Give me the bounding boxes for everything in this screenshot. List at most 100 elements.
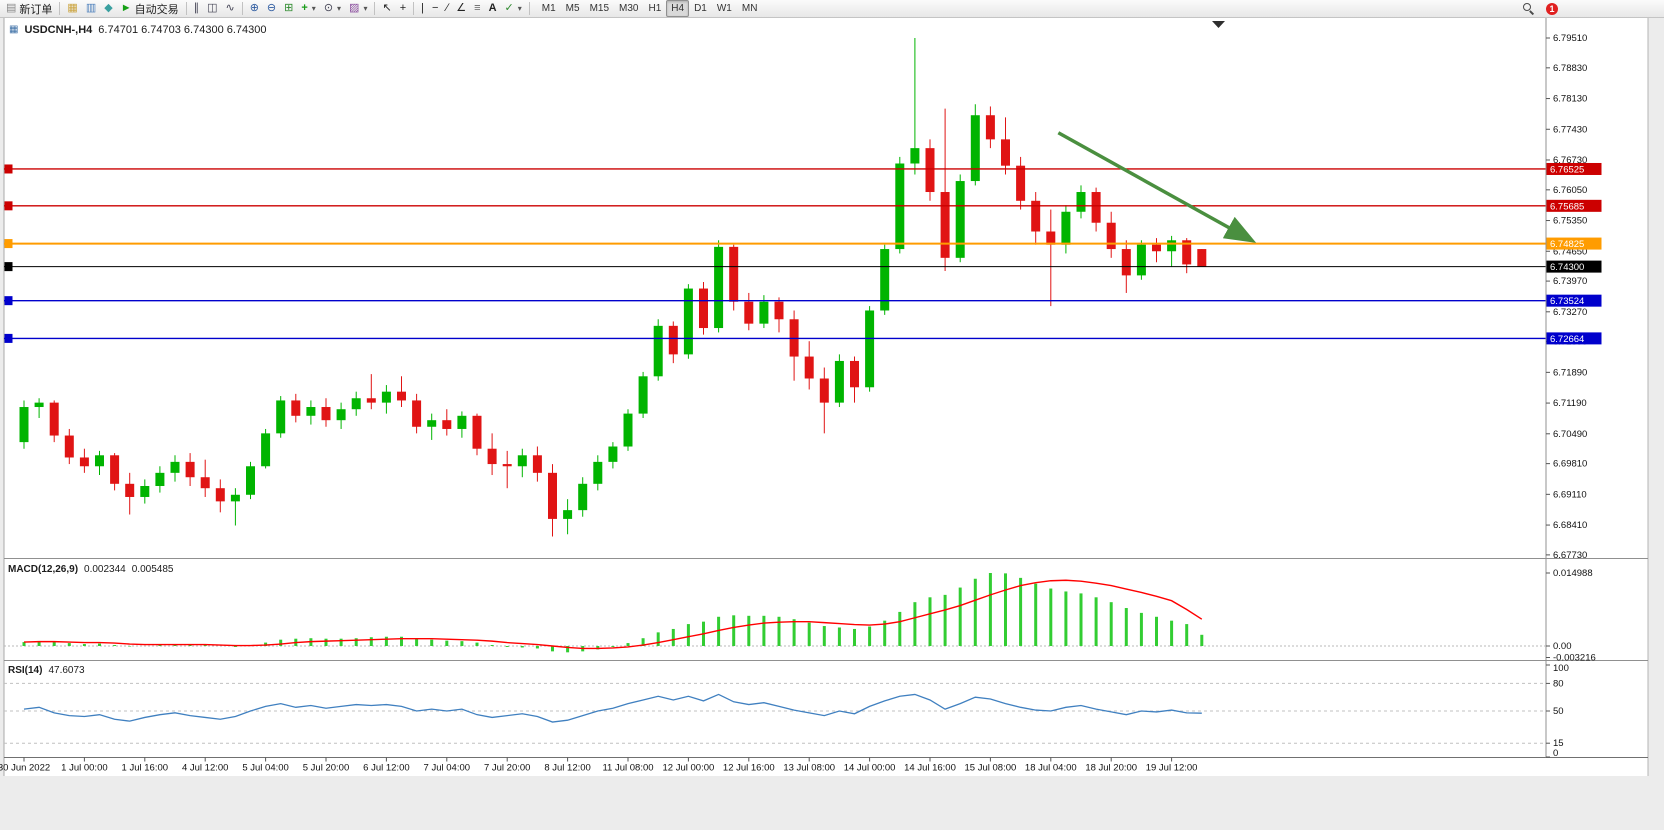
- candle-bull: [865, 310, 875, 388]
- candlestick-chart-icon: ◫: [207, 2, 218, 14]
- metaeditor-button[interactable]: ◆: [100, 0, 116, 18]
- macd-name: MACD(12,26,9): [8, 564, 79, 575]
- chevron-down-icon: ▾: [363, 4, 368, 13]
- price-tick-label: 6.70490: [1553, 429, 1587, 440]
- toolbar-separator: [374, 2, 376, 15]
- trend-arrow[interactable]: [1057, 131, 1257, 243]
- price-line-left-tag: [4, 201, 13, 211]
- candle-bull: [653, 325, 663, 377]
- toolbar-separator: [59, 2, 61, 15]
- search-button[interactable]: [1519, 0, 1538, 18]
- candle-bear: [1016, 165, 1026, 201]
- price-line-label-box: [1546, 332, 1602, 345]
- timeframe-d1-button[interactable]: D1: [694, 3, 707, 14]
- fibonacci-button[interactable]: ≡: [470, 0, 484, 18]
- candle-bear: [1001, 139, 1010, 166]
- bar-chart-button[interactable]: ∥: [190, 0, 204, 18]
- text-button[interactable]: A: [485, 0, 501, 18]
- trendline-button[interactable]: ∕: [442, 0, 452, 18]
- chart-canvas[interactable]: 6.79510 6.78830 6.78130 6.77430 6.76730 6.760…: [0, 18, 1664, 830]
- indicators-button[interactable]: + ▾: [297, 0, 319, 18]
- candle-bull: [1076, 192, 1086, 212]
- price-line-label-box: [1546, 294, 1602, 307]
- price-line-label: 6.74825: [1550, 239, 1584, 250]
- time-label: 5 Jul 20:00: [303, 763, 349, 774]
- toolbar-separator: [185, 2, 187, 15]
- rsi-name: RSI(14): [8, 665, 43, 676]
- main-toolbar: ▤ 新订单 ▦ ▥ ◆ ► 自动交易 ∥ ◫ ∿ ⊕ ⊖ ⊞ + ▾ ⊙ ▾ ▨ ▾ …: [0, 0, 1664, 18]
- profiles-button[interactable]: ▥: [82, 0, 100, 18]
- candle-bear: [49, 402, 59, 436]
- price-tick-label: 6.77430: [1553, 124, 1587, 135]
- candle-bear: [200, 477, 210, 489]
- candlestick-chart-button[interactable]: ◫: [203, 0, 221, 18]
- candle-bear: [985, 115, 995, 140]
- time-label: 13 Jul 08:00: [783, 763, 835, 774]
- line-chart-icon: ∿: [225, 2, 235, 14]
- cursor-button[interactable]: ↖: [378, 0, 395, 18]
- timeframe-w1-button[interactable]: W1: [716, 3, 732, 14]
- vertical-line-button[interactable]: |: [417, 0, 428, 18]
- channel-button[interactable]: ∠: [452, 0, 470, 18]
- timeframe-m15-button[interactable]: M15: [589, 3, 610, 14]
- templates-button[interactable]: ▨ ▾: [345, 0, 371, 18]
- notification-badge[interactable]: 1: [1546, 2, 1558, 15]
- macd-value-signal: 0.005485: [131, 564, 174, 575]
- timeframe-h4-button[interactable]: H4: [666, 0, 690, 17]
- line-chart-button[interactable]: ∿: [221, 0, 238, 18]
- zoom-out-icon: ⊖: [266, 2, 277, 14]
- price-tick-label: 6.78130: [1553, 94, 1587, 105]
- candle-bull: [683, 288, 693, 355]
- price-line-left-tag: [4, 296, 13, 306]
- price-line-left-tag: [4, 333, 13, 343]
- time-label: 30 Jun 2022: [0, 763, 50, 774]
- price-line-label-box: [1546, 199, 1602, 212]
- time-label: 19 Jul 12:00: [1146, 763, 1198, 774]
- candle-bear: [668, 325, 678, 355]
- price-tick-label: 6.74650: [1553, 246, 1587, 257]
- candle-bear: [774, 301, 784, 320]
- time-label: 5 Jul 04:00: [242, 763, 288, 774]
- tile-windows-icon: ⊞: [284, 2, 294, 14]
- crosshair-button[interactable]: +: [396, 0, 410, 18]
- timeframe-h1-button[interactable]: H1: [648, 3, 662, 14]
- periods-button[interactable]: ⊙ ▾: [320, 0, 345, 18]
- candle-bull: [95, 455, 104, 467]
- timeframe-m30-button[interactable]: M30: [619, 3, 639, 14]
- time-label: 12 Jul 16:00: [723, 763, 775, 774]
- timeframe-m5-button[interactable]: M5: [565, 3, 580, 14]
- horizontal-line-button[interactable]: −: [428, 0, 442, 18]
- chart-shift-marker[interactable]: [1212, 21, 1225, 28]
- zoom-out-button[interactable]: ⊖: [263, 0, 280, 18]
- price-line-left-tag: [4, 262, 13, 272]
- zoom-in-icon: ⊕: [249, 2, 259, 14]
- auto-trading-button[interactable]: ► 自动交易: [117, 0, 183, 18]
- timeframe-m1-button[interactable]: M1: [541, 3, 556, 14]
- charts-button[interactable]: ▦: [63, 0, 81, 18]
- macd-tick-label: 0.014988: [1553, 568, 1593, 579]
- price-line-left-tag: [4, 164, 13, 174]
- shapes-button[interactable]: ✓ ▾: [501, 0, 526, 18]
- candle-bear: [291, 400, 301, 416]
- candle-bull: [34, 402, 44, 408]
- price-tick-label: 6.67730: [1553, 550, 1587, 561]
- shapes-icon: ✓: [504, 2, 514, 14]
- price-tick-label: 6.73270: [1553, 307, 1587, 318]
- play-icon: ►: [120, 2, 132, 14]
- candle-bear: [1152, 244, 1161, 252]
- rsi-value: 47.6073: [48, 665, 85, 676]
- tile-windows-button[interactable]: ⊞: [280, 0, 297, 18]
- candle-bull: [140, 486, 150, 497]
- time-label: 11 Jul 08:00: [602, 763, 653, 774]
- candle-bull: [563, 510, 573, 519]
- candle-bear: [699, 288, 708, 329]
- candle-bear: [1197, 249, 1207, 267]
- candle-bull: [517, 455, 527, 467]
- timeframe-mn-button[interactable]: MN: [741, 3, 758, 14]
- time-label: 7 Jul 20:00: [484, 763, 530, 774]
- price-tick-label: 6.69110: [1553, 489, 1587, 500]
- candle-bear: [729, 246, 739, 302]
- zoom-in-button[interactable]: ⊕: [246, 0, 263, 18]
- candle-bear: [850, 360, 859, 388]
- new-order-button[interactable]: ▤ 新订单: [2, 0, 56, 18]
